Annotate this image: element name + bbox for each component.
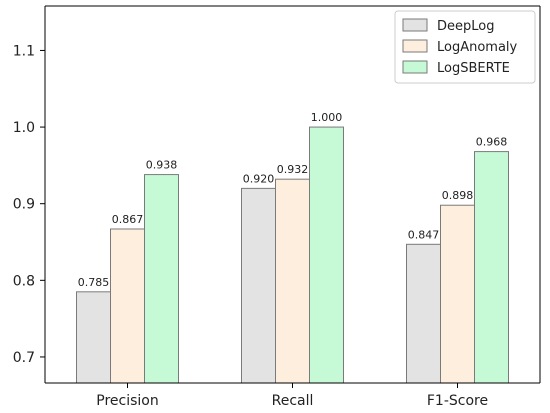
x-tick-label: Precision bbox=[96, 393, 158, 409]
y-tick-label: 1.0 bbox=[13, 120, 35, 136]
data-label: 0.938 bbox=[146, 159, 178, 172]
bar-loganomaly-precision bbox=[110, 228, 145, 384]
bar-deeplog-precision bbox=[76, 291, 111, 384]
data-label: 0.847 bbox=[408, 228, 440, 241]
data-label: 0.968 bbox=[476, 136, 508, 149]
y-axis: 0.7 0.8 0.9 1.0 1.1 bbox=[13, 6, 541, 383]
x-axis: Precision Recall F1-Score bbox=[45, 5, 540, 409]
data-label: 0.785 bbox=[78, 276, 110, 289]
y-tick-label: 0.7 bbox=[13, 350, 35, 366]
bar-logsberte-f1-score bbox=[474, 151, 509, 384]
y-tick-label: 1.1 bbox=[13, 43, 35, 59]
legend-box bbox=[394, 10, 536, 84]
legend-swatch bbox=[402, 18, 428, 32]
legend-swatch bbox=[402, 39, 428, 53]
data-label: 0.920 bbox=[243, 172, 275, 185]
data-label: 0.932 bbox=[277, 163, 309, 176]
bar-logsberte-precision bbox=[144, 174, 179, 384]
data-label: 0.867 bbox=[112, 213, 144, 226]
legend-label: DeepLog bbox=[437, 19, 494, 34]
bar-loganomaly-f1-score bbox=[440, 204, 475, 384]
x-tick-label: Recall bbox=[272, 393, 314, 409]
bar-deeplog-recall bbox=[241, 187, 276, 384]
x-tick-label: F1-Score bbox=[427, 393, 488, 409]
y-tick-label: 0.8 bbox=[13, 273, 35, 289]
y-tick-label: 0.9 bbox=[13, 197, 35, 213]
data-label: 1.000 bbox=[311, 111, 343, 124]
bar-logsberte-recall bbox=[309, 126, 344, 384]
data-label: 0.898 bbox=[442, 189, 474, 202]
data-labels-group: 0.785 0.920 0.847 0.867 0.932 0.898 0.938 1.000… bbox=[78, 111, 508, 289]
legend-swatch bbox=[402, 60, 428, 74]
bar-deeplog-f1-score bbox=[406, 243, 441, 384]
legend-label: LogAnomaly bbox=[437, 40, 518, 55]
legend: DeepLog LogAnomaly LogSBERTE bbox=[394, 10, 536, 84]
legend-label: LogSBERTE bbox=[437, 61, 510, 76]
bars-group bbox=[76, 126, 509, 384]
bar-loganomaly-recall bbox=[275, 178, 310, 384]
